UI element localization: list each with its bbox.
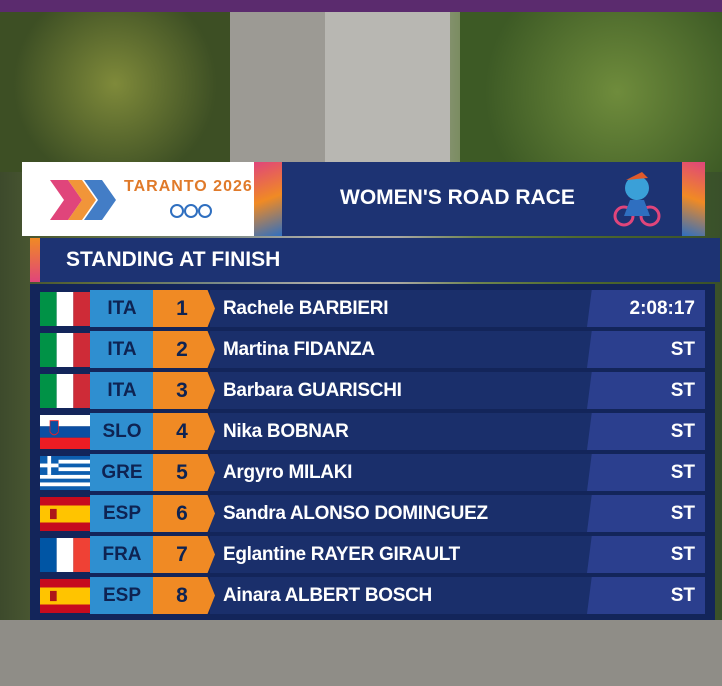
logo-mark: [50, 180, 116, 220]
finish-time: ST: [587, 331, 705, 368]
standing-row: SLO 4 Nika BOBNAR ST: [40, 413, 705, 450]
flag: [40, 579, 90, 613]
finish-time: ST: [587, 536, 705, 573]
rider-name: Martina FIDANZA: [223, 339, 375, 360]
standing-row: ITA 2 Martina FIDANZA ST: [40, 331, 705, 368]
position: 6: [153, 495, 215, 532]
position: 3: [153, 372, 215, 409]
country-code: ESP: [90, 495, 154, 532]
rider-name: Rachele BARBIERI: [223, 298, 389, 319]
finish-time: ST: [587, 454, 705, 491]
rider-name: Nika BOBNAR: [223, 421, 349, 442]
position: 5: [153, 454, 215, 491]
street: [320, 12, 450, 162]
palm-tree: [0, 12, 230, 172]
finish-time: ST: [587, 372, 705, 409]
finish-time: 2:08:17: [587, 290, 705, 327]
standing-row: ITA 1 Rachele BARBIERI 2:08:17: [40, 290, 705, 327]
country-code: ITA: [90, 331, 154, 368]
rider-name: Eglantine RAYER GIRAULT: [223, 544, 460, 565]
logo-panel: TARANTO 2026: [22, 162, 282, 236]
logo-text: TARANTO 2026: [124, 178, 253, 195]
standing-row: GRE 5 Argyro MILAKI ST: [40, 454, 705, 491]
subtitle-stripe: [30, 238, 40, 282]
flag: [40, 333, 90, 367]
country-code: ESP: [90, 577, 154, 614]
position: 8: [153, 577, 215, 614]
rider-name: Ainara ALBERT BOSCH: [223, 585, 432, 606]
position: 2: [153, 331, 215, 368]
standing-row: ITA 3 Barbara GUARISCHI ST: [40, 372, 705, 409]
position: 4: [153, 413, 215, 450]
finish-time: ST: [587, 495, 705, 532]
road: [0, 620, 722, 686]
mascot: [613, 172, 661, 227]
flag: [40, 415, 90, 449]
event-stripe: [682, 162, 705, 236]
event-title: WOMEN'S ROAD RACE: [340, 186, 575, 209]
position: 7: [153, 536, 215, 573]
flag: [40, 292, 90, 326]
subtitle: STANDING AT FINISH: [66, 248, 281, 271]
flag: [40, 497, 90, 531]
rider-name: Barbara GUARISCHI: [223, 380, 402, 401]
standing-row: FRA 7 Eglantine RAYER GIRAULT ST: [40, 536, 705, 573]
flag: [40, 374, 90, 408]
finish-time: ST: [587, 413, 705, 450]
flag: [40, 538, 90, 572]
standing-row: ESP 6 Sandra ALONSO DOMINGUEZ ST: [40, 495, 705, 532]
event-panel: WOMEN'S ROAD RACE: [282, 162, 705, 236]
trees: [460, 12, 722, 172]
rider-name: Sandra ALONSO DOMINGUEZ: [223, 503, 488, 524]
flag: [40, 456, 90, 490]
country-code: GRE: [90, 454, 154, 491]
position: 1: [153, 290, 215, 327]
olympic-rings: [170, 204, 212, 218]
rider-name: Argyro MILAKI: [223, 462, 353, 483]
country-code: ITA: [90, 372, 154, 409]
country-code: SLO: [90, 413, 154, 450]
logo-stripe: [254, 162, 282, 236]
subtitle-bar: STANDING AT FINISH: [30, 238, 720, 282]
standing-row: ESP 8 Ainara ALBERT BOSCH ST: [40, 577, 705, 614]
country-code: FRA: [90, 536, 154, 573]
finish-time: ST: [587, 577, 705, 614]
country-code: ITA: [90, 290, 154, 327]
top-bar: [0, 0, 722, 12]
